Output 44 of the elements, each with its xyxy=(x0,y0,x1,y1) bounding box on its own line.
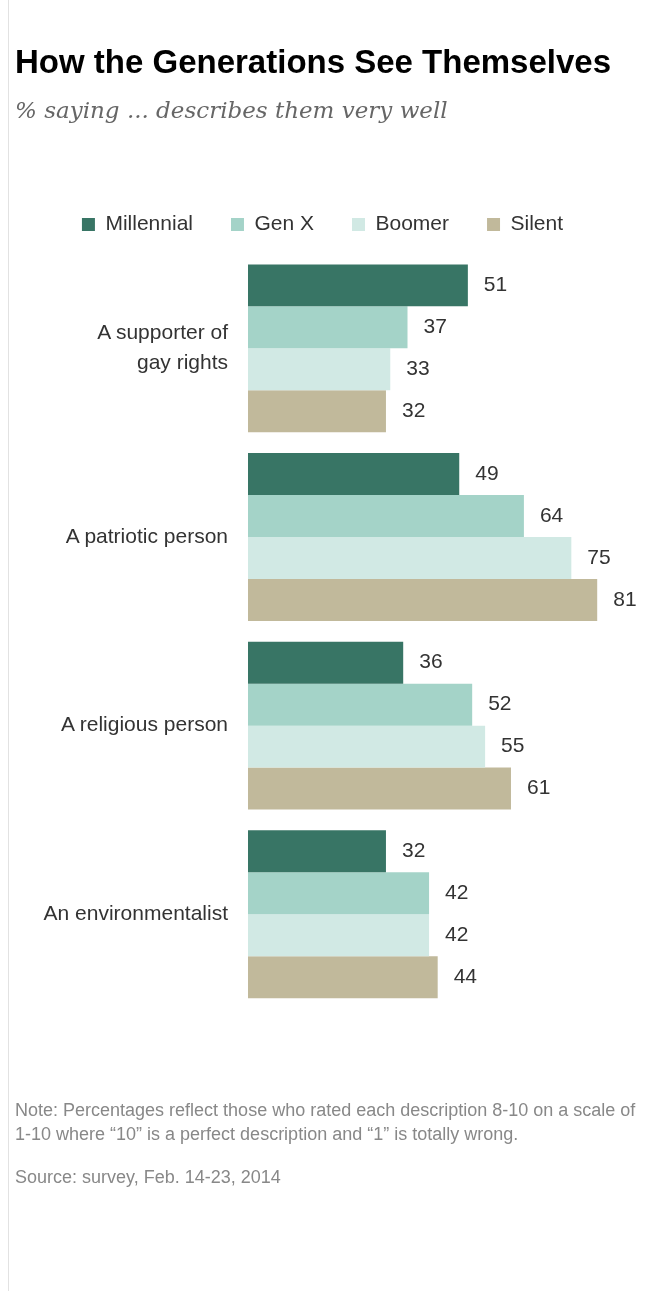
data-label: 32 xyxy=(401,398,426,422)
text: Note: Percentages reflect those who rated each description 8-10 on a scale of 1-10 where “10” is a perfect description and “1” is totally wrong. xyxy=(15,1099,637,1146)
y-tick-label: A religious person xyxy=(61,712,228,736)
data-label: 32 xyxy=(401,838,426,862)
data-label: 36 xyxy=(419,649,443,673)
bar xyxy=(248,390,386,433)
legend-label: Gen X xyxy=(254,211,315,235)
bar xyxy=(248,348,391,391)
bar xyxy=(248,767,511,810)
data-label: 42 xyxy=(445,922,469,946)
bar xyxy=(248,872,430,915)
data-label: 55 xyxy=(501,733,525,757)
data-label: 42 xyxy=(445,880,469,904)
bar xyxy=(248,914,430,957)
bar xyxy=(248,830,386,873)
bar xyxy=(248,453,460,495)
y-tick-label: An environmentalist xyxy=(43,901,229,925)
data-label: 64 xyxy=(539,502,564,526)
legend-label: Silent xyxy=(510,211,564,235)
bar xyxy=(248,578,598,621)
data-label: 61 xyxy=(526,775,551,799)
bar xyxy=(248,306,408,349)
data-label: 81 xyxy=(613,586,637,610)
chart-title: How the Generations See Themselves xyxy=(15,42,612,82)
legend-label: Millennial xyxy=(105,211,193,235)
data-label: 51 xyxy=(483,272,508,296)
bar xyxy=(248,683,473,726)
y-tick-label: A patriotic person xyxy=(65,523,228,547)
chart-subtitle: % saying ... describes them very well xyxy=(15,96,448,125)
bar xyxy=(248,536,572,579)
data-label: 49 xyxy=(475,460,499,484)
data-label: 52 xyxy=(488,691,512,715)
legend-label: Boomer xyxy=(375,211,450,235)
bar xyxy=(248,725,486,768)
data-label: 33 xyxy=(406,356,430,380)
bar xyxy=(248,956,438,999)
source-note: Source: survey, Feb. 14-23, 2014 xyxy=(15,1166,282,1189)
data-label: 44 xyxy=(453,964,478,988)
bar xyxy=(248,264,468,307)
data-label: 37 xyxy=(423,314,447,338)
y-tick-label: A supporter of gay rights xyxy=(97,320,229,373)
data-label: 75 xyxy=(587,544,611,568)
bar xyxy=(248,641,404,684)
bar xyxy=(248,495,524,537)
